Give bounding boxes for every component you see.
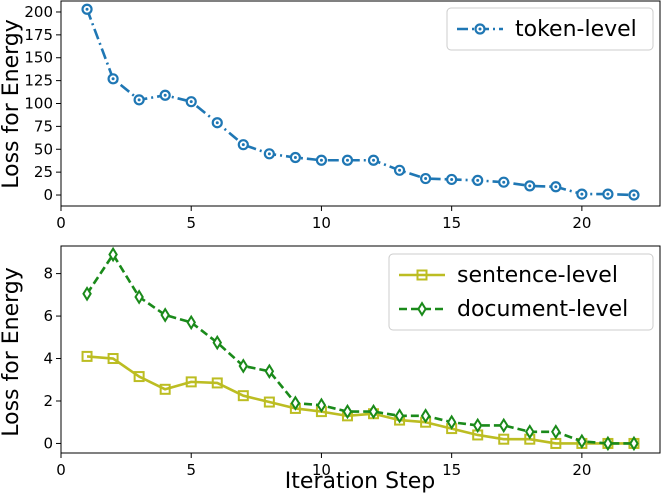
token-level-point (472, 174, 484, 186)
token-level-point (263, 148, 275, 160)
token-level-point (133, 94, 145, 106)
bottom-chart: Loss for Energy Iteration Step 0 5 10 15 20 0… (0, 245, 661, 494)
document-level-line (85, 253, 634, 445)
document-level-point (525, 424, 535, 439)
y-tick-label: 75 (34, 117, 53, 135)
token-level-point (237, 139, 249, 151)
top-y-axis-label: Loss for Energy (0, 19, 24, 189)
x-tick-label: 5 (186, 214, 196, 232)
y-tick-label: 175 (24, 26, 53, 44)
y-tick-label: 200 (24, 3, 53, 21)
x-tick-label: 0 (56, 214, 66, 232)
y-tick-label: 50 (34, 140, 53, 158)
y-tick-label: 0 (43, 186, 53, 204)
token-level-point (393, 164, 406, 176)
legend (388, 253, 654, 331)
x-tick-label: 20 (572, 461, 591, 479)
document-level-point (134, 290, 144, 304)
bottom-x-axis-label: Iteration Step (285, 469, 435, 494)
axes-frame (60, 245, 661, 454)
sentence-level-line (86, 355, 634, 445)
token-level-line (85, 8, 635, 197)
token-level-point (81, 3, 93, 15)
y-tick-label: 6 (43, 307, 53, 325)
token-level-point (446, 173, 458, 186)
token-level-point (211, 117, 223, 129)
token-level-point (420, 172, 432, 185)
x-tick-label: 5 (186, 461, 196, 479)
y-tick-label: 25 (34, 163, 53, 181)
token-level-point (498, 176, 510, 188)
axes-frame (60, 0, 661, 207)
document-level-point (551, 424, 561, 439)
token-level-point (107, 73, 119, 85)
y-tick-label: 4 (43, 350, 53, 368)
x-tick-label: 15 (442, 461, 461, 479)
token-level-point (602, 188, 614, 200)
x-tick-label: 15 (442, 214, 461, 232)
token-level-point (315, 154, 328, 166)
token-level-point (159, 89, 171, 101)
legend-label: document-level (457, 297, 628, 322)
top-chart: Loss for Energy 0 5 10 15 200255075100125150… (0, 0, 661, 232)
y-tick-label: 125 (24, 72, 53, 90)
bottom-y-axis-label: Loss for Energy (0, 267, 24, 437)
document-level-point (447, 415, 457, 430)
document-level-point (577, 434, 587, 449)
token-level-point (628, 189, 640, 201)
legend-label: sentence-level (457, 263, 618, 288)
document-level-point (212, 335, 222, 350)
token-level-point (341, 154, 354, 166)
legend (446, 7, 654, 51)
token-level-point (367, 154, 380, 166)
y-tick-label: 100 (24, 95, 53, 113)
token-level-point (185, 96, 197, 108)
token-level-point (550, 181, 562, 193)
x-tick-label: 10 (312, 214, 331, 232)
legend-label: token-level (515, 17, 637, 42)
y-tick-label: 8 (43, 265, 53, 283)
document-level-point (160, 308, 170, 322)
document-level-point (421, 409, 431, 423)
y-tick-label: 2 (43, 392, 53, 410)
document-level-point (186, 315, 196, 330)
document-level-point (238, 359, 248, 373)
token-level-point (289, 151, 301, 164)
token-level-point (524, 180, 536, 192)
x-tick-label: 0 (56, 461, 66, 479)
circle-marker-icon (474, 23, 486, 35)
x-tick-label: 20 (572, 214, 591, 232)
y-tick-label: 0 (43, 434, 53, 452)
document-level-point (499, 418, 509, 433)
document-level-point (316, 398, 327, 413)
y-tick-label: 150 (24, 49, 53, 67)
x-tick-label: 10 (312, 461, 331, 479)
token-level-point (576, 188, 588, 200)
